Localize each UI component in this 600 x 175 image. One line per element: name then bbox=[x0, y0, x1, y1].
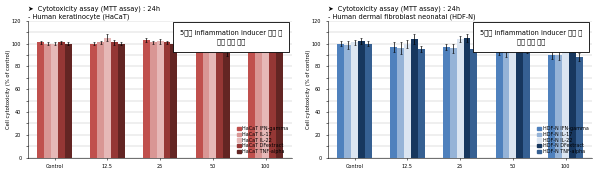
Text: 5가지 inflammation inducer 처치 후
세포 독성 확인: 5가지 inflammation inducer 처치 후 세포 독성 확인 bbox=[180, 30, 283, 45]
Bar bbox=[104, 38, 111, 158]
Bar bbox=[562, 40, 569, 158]
Text: 5가지 inflammation inducer 처치 후
세포 독성 확인: 5가지 inflammation inducer 처치 후 세포 독성 확인 bbox=[480, 30, 583, 45]
Y-axis label: Cell cytotoxicity (% of control): Cell cytotoxicity (% of control) bbox=[5, 50, 11, 129]
Y-axis label: Cell cytotoxicity (% of control): Cell cytotoxicity (% of control) bbox=[305, 50, 311, 129]
Bar bbox=[276, 43, 283, 158]
Bar bbox=[390, 47, 397, 158]
Bar bbox=[351, 43, 358, 158]
Bar bbox=[358, 41, 365, 158]
Bar bbox=[90, 44, 97, 158]
Bar bbox=[470, 49, 477, 158]
Bar bbox=[404, 44, 411, 158]
Bar bbox=[496, 52, 503, 158]
Bar bbox=[255, 44, 262, 158]
Bar bbox=[150, 43, 157, 158]
Bar bbox=[143, 40, 150, 158]
Text: ➤  Cytotoxicity assay (MTT assay) : 24h
- Human dermal fibroblast neonatal (HDF-: ➤ Cytotoxicity assay (MTT assay) : 24h -… bbox=[328, 6, 476, 20]
Bar bbox=[58, 43, 65, 158]
Bar bbox=[450, 48, 457, 158]
Bar bbox=[118, 44, 125, 158]
Bar bbox=[209, 43, 216, 158]
Bar bbox=[473, 22, 589, 52]
Bar bbox=[173, 22, 289, 52]
Bar bbox=[548, 55, 555, 158]
Bar bbox=[44, 44, 51, 158]
Bar bbox=[223, 53, 230, 158]
Bar bbox=[443, 47, 450, 158]
Bar bbox=[411, 39, 418, 158]
Bar bbox=[65, 44, 72, 158]
Bar bbox=[97, 43, 104, 158]
Bar bbox=[269, 45, 276, 158]
Bar bbox=[555, 55, 562, 158]
Bar bbox=[216, 43, 223, 158]
Bar bbox=[509, 36, 516, 158]
Bar bbox=[337, 44, 344, 158]
Bar bbox=[516, 33, 523, 158]
Bar bbox=[418, 49, 425, 158]
Bar bbox=[164, 43, 170, 158]
Bar bbox=[569, 40, 576, 158]
Bar bbox=[51, 44, 58, 158]
Bar bbox=[248, 44, 255, 158]
Bar bbox=[203, 45, 209, 158]
Bar bbox=[111, 43, 118, 158]
Bar bbox=[457, 39, 464, 158]
Bar bbox=[262, 46, 269, 158]
Bar bbox=[157, 41, 164, 158]
Bar bbox=[196, 44, 203, 158]
Bar bbox=[576, 57, 583, 158]
Legend: HDF-N IFN-gamma, HDF-N IL-17, HDF-N IL-22, HDF-N DFextract, HDF-N TNF-alpha: HDF-N IFN-gamma, HDF-N IL-17, HDF-N IL-2… bbox=[536, 125, 590, 155]
Bar bbox=[503, 52, 509, 158]
Text: ➤  Cytotoxicity assay (MTT assay) : 24h
- Human keratinocyte (HaCaT): ➤ Cytotoxicity assay (MTT assay) : 24h -… bbox=[28, 6, 160, 20]
Bar bbox=[464, 38, 470, 158]
Bar bbox=[365, 44, 372, 158]
Legend: HaCaT IFN-gamma, HaCaT IL-17, HaCaT IL-22, HaCaT DFextract, HaCaT TNF-alpha: HaCaT IFN-gamma, HaCaT IL-17, HaCaT IL-2… bbox=[236, 125, 290, 155]
Bar bbox=[397, 48, 404, 158]
Bar bbox=[344, 45, 351, 158]
Bar bbox=[37, 43, 44, 158]
Bar bbox=[523, 49, 530, 158]
Bar bbox=[170, 44, 177, 158]
